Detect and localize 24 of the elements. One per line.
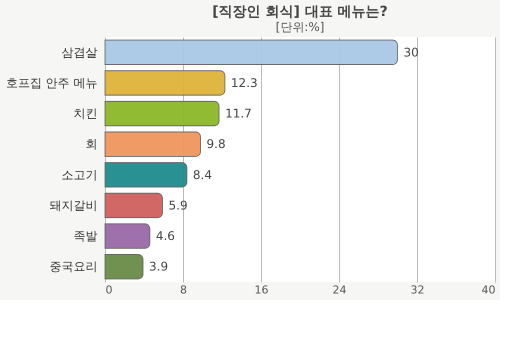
x-tick-label: 16	[254, 284, 268, 296]
y-tick-label: 돼지갈비	[50, 198, 98, 212]
x-tick-label: 40	[482, 284, 496, 296]
y-tick-label: 회	[86, 137, 98, 152]
x-tick-label: 0	[106, 284, 112, 296]
data-label: 12.3	[230, 76, 258, 90]
y-tick-label: 치킨	[74, 106, 98, 121]
y-tick-label: 삼겹살	[62, 45, 98, 60]
data-label: 30	[404, 45, 419, 60]
x-tick-label: 8	[180, 284, 187, 296]
y-tick-label: 소고기	[62, 168, 98, 182]
x-tick-label: 24	[332, 284, 346, 296]
chart-subtitle: [단위:%]	[276, 20, 324, 34]
data-label: 4.6	[156, 229, 175, 244]
data-label: 5.9	[168, 198, 188, 212]
data-label: 3.9	[149, 260, 168, 274]
data-label: 8.4	[192, 168, 212, 182]
data-label: 11.7	[225, 106, 252, 121]
y-tick-label: 호프집 안주 메뉴	[6, 76, 98, 90]
chart-title: [직장인 회식] 대표 메뉴는?	[212, 4, 388, 20]
x-tick-label: 32	[410, 284, 424, 296]
y-tick-label: 중국요리	[50, 260, 98, 274]
data-label: 9.8	[206, 137, 226, 152]
y-tick-label: 족발	[74, 229, 98, 244]
